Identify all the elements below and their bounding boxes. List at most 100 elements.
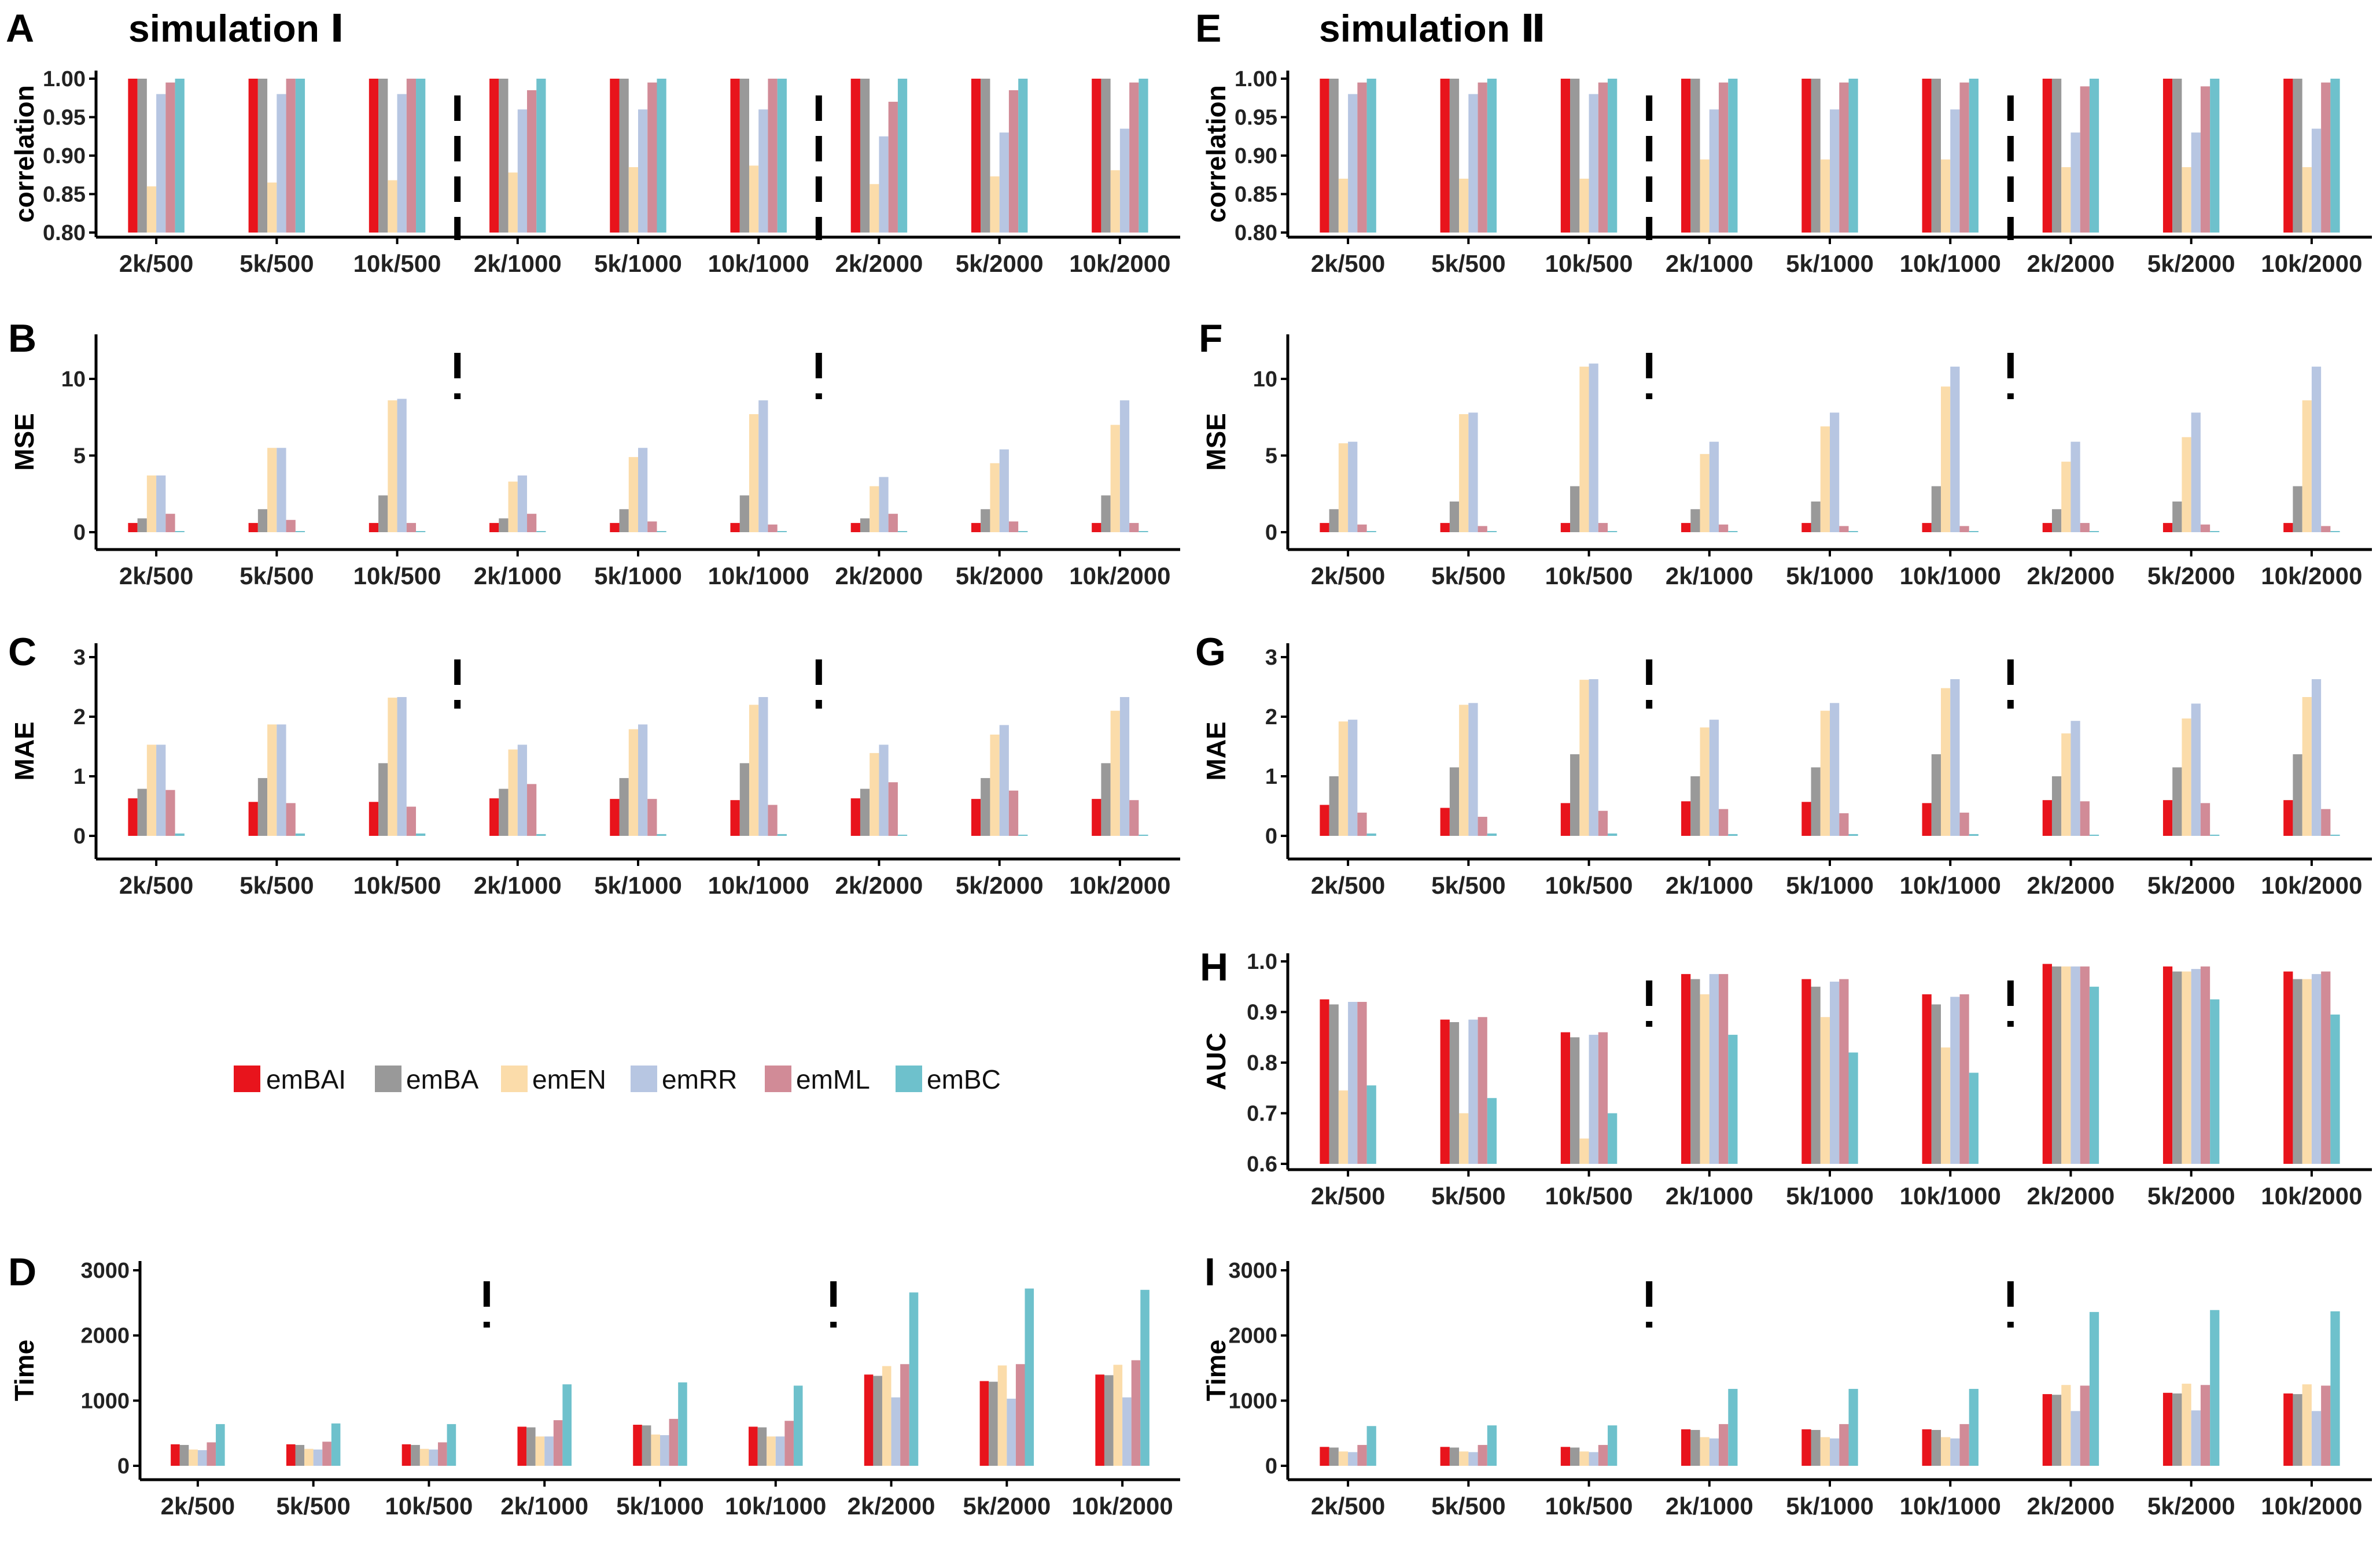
bar-emrr-5k-1000	[1830, 703, 1840, 836]
bar-emen-10k-500	[1579, 1138, 1589, 1164]
panel-label-A: A	[6, 6, 34, 50]
bar-emml-2k-1000	[1719, 1424, 1729, 1466]
x-tick-label: 10k/2000	[2261, 1182, 2362, 1210]
bar-embai-10k-2000	[2283, 800, 2293, 836]
bar-emrr-2k-2000	[879, 477, 889, 532]
bar-embc-5k-500	[1487, 1098, 1497, 1164]
bar-embc-5k-1000	[657, 79, 666, 233]
y-tick-label: 0.90	[1235, 144, 1277, 168]
bar-embai-2k-500	[1320, 999, 1329, 1164]
x-tick-label: 2k/2000	[2027, 1492, 2115, 1520]
bar-emba-10k-2000	[1101, 495, 1111, 532]
bar-emrr-2k-2000	[2070, 441, 2080, 532]
x-tick-label: 2k/500	[119, 872, 193, 899]
y-tick-label: 2000	[1228, 1324, 1277, 1348]
bar-emen-10k-500	[1579, 680, 1589, 836]
y-tick-label: 0	[1265, 521, 1277, 545]
bar-emen-5k-1000	[628, 729, 638, 836]
x-tick-label: 10k/1000	[708, 872, 809, 899]
bar-emen-10k-2000	[2302, 979, 2312, 1164]
bar-emml-2k-500	[165, 790, 175, 836]
bar-emrr-5k-2000	[999, 132, 1009, 233]
x-tick-label: 2k/2000	[848, 1492, 935, 1520]
x-tick-label: 2k/500	[1311, 1492, 1385, 1520]
x-tick-label: 5k/2000	[956, 562, 1044, 589]
bar-emen-2k-500	[1338, 1451, 1349, 1466]
bar-emrr-5k-1000	[638, 724, 648, 836]
bar-embai-2k-500	[1320, 1447, 1329, 1466]
y-tick-label: 0.6	[1247, 1152, 1277, 1177]
bar-embc-2k-2000	[2089, 834, 2099, 836]
bar-embc-10k-2000	[2330, 1311, 2340, 1466]
bar-emml-10k-2000	[1129, 82, 1139, 233]
bar-embai-10k-1000	[1922, 523, 1932, 532]
bar-emrr-5k-1000	[1830, 1438, 1840, 1466]
bar-embai-2k-2000	[850, 523, 860, 532]
bar-emen-10k-500	[419, 1448, 429, 1466]
bar-embc-2k-1000	[536, 531, 546, 532]
bar-emen-5k-1000	[1820, 1017, 1830, 1164]
bar-emba-2k-500	[1329, 776, 1339, 836]
bar-embc-10k-1000	[1969, 834, 1979, 836]
bar-emrr-2k-2000	[2070, 966, 2080, 1164]
y-axis-label: correlation	[1201, 85, 1231, 223]
bar-emen-2k-2000	[882, 1366, 891, 1466]
bar-emml-2k-2000	[2080, 801, 2090, 836]
y-tick-label: 0	[1265, 1454, 1277, 1479]
x-tick-label: 10k/2000	[2261, 1492, 2362, 1520]
bar-emen-2k-500	[189, 1449, 198, 1466]
bar-emen-10k-2000	[1110, 425, 1120, 532]
bar-emba-10k-1000	[1931, 1004, 1941, 1164]
x-tick-label: 5k/500	[1431, 872, 1505, 899]
bar-embai-2k-2000	[2042, 964, 2052, 1164]
y-tick-label: 10	[61, 367, 86, 392]
bar-embai-2k-500	[128, 798, 138, 836]
bar-emml-5k-500	[1478, 1017, 1487, 1164]
bar-embc-2k-1000	[1728, 79, 1738, 233]
bar-emml-2k-1000	[527, 90, 537, 233]
y-tick-label: 0	[73, 824, 86, 849]
bar-emba-5k-1000	[1811, 1430, 1821, 1466]
x-tick-label: 5k/2000	[956, 872, 1044, 899]
bar-embai-10k-500	[369, 523, 379, 532]
bar-embc-10k-500	[1608, 833, 1618, 836]
y-tick-label: 1.0	[1247, 950, 1277, 974]
bar-embc-2k-2000	[897, 834, 908, 836]
bar-emml-5k-2000	[1008, 90, 1019, 233]
y-tick-label: 0.85	[1235, 183, 1277, 207]
bar-emrr-5k-500	[1468, 1019, 1478, 1164]
bar-emba-10k-1000	[1931, 486, 1941, 532]
x-tick-label: 5k/500	[1431, 1182, 1505, 1210]
bar-embc-2k-2000	[2089, 79, 2099, 233]
bar-embc-5k-1000	[1848, 1052, 1858, 1164]
bar-emba-2k-2000	[2051, 79, 2062, 233]
y-axis-label: Time	[1201, 1340, 1231, 1402]
bar-embc-10k-2000	[2330, 531, 2340, 532]
bar-embc-5k-1000	[1848, 834, 1858, 836]
bar-emen-5k-500	[267, 724, 277, 836]
legend-swatch-embai	[234, 1066, 260, 1092]
x-tick-label: 2k/500	[1311, 562, 1385, 589]
bar-emrr-2k-1000	[544, 1436, 554, 1466]
bar-emml-10k-2000	[1129, 800, 1139, 836]
bar-emrr-5k-500	[1468, 94, 1478, 233]
bar-emba-10k-1000	[1931, 1430, 1941, 1466]
bar-emba-10k-500	[411, 1444, 420, 1466]
x-tick-label: 10k/500	[1545, 250, 1633, 277]
y-axis-label: correlation	[9, 85, 39, 223]
bar-emrr-10k-500	[429, 1449, 439, 1466]
x-tick-label: 5k/1000	[616, 1492, 704, 1520]
bar-embai-10k-1000	[1922, 994, 1932, 1164]
panel-label-H: H	[1200, 945, 1228, 989]
bar-emba-5k-500	[257, 79, 268, 233]
bar-embc-5k-1000	[657, 834, 666, 836]
bar-emrr-10k-2000	[2311, 1411, 2322, 1466]
bar-emba-2k-1000	[1690, 509, 1700, 532]
bar-embc-10k-2000	[2330, 79, 2340, 233]
bar-emen-10k-500	[1579, 178, 1589, 233]
bar-embai-2k-2000	[850, 798, 860, 836]
bar-embai-10k-500	[1560, 1032, 1571, 1164]
bar-emba-10k-1000	[739, 763, 749, 836]
